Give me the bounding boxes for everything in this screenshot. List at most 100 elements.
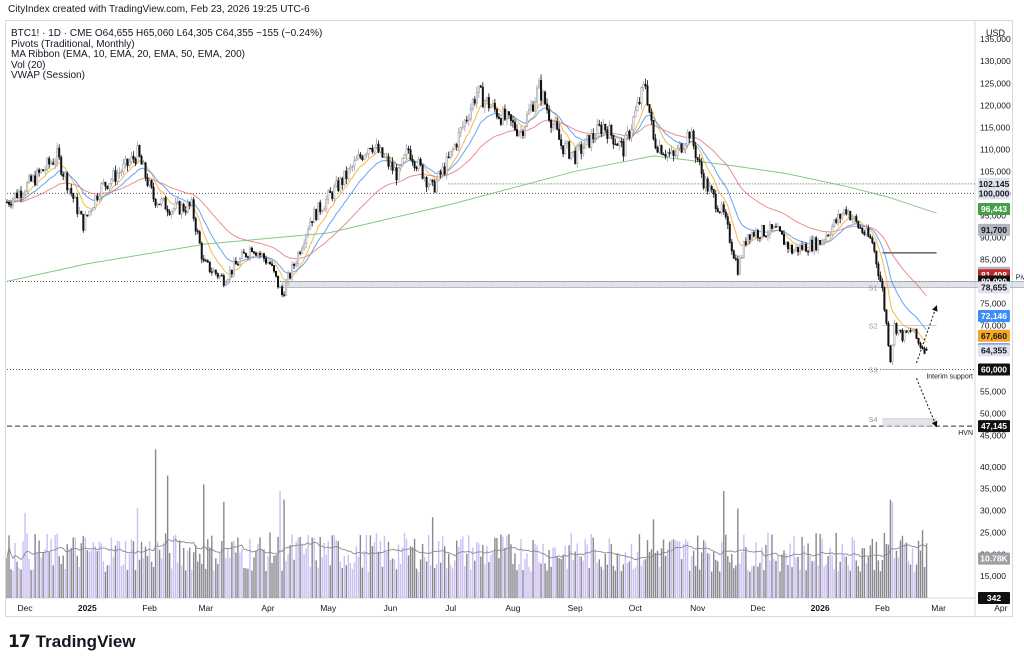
volume-bar: [191, 569, 193, 598]
candle: [297, 252, 300, 265]
volume-bar: [887, 544, 890, 598]
volume-bar: [164, 533, 167, 598]
volume-bar: [504, 547, 506, 598]
volume-bar: [558, 558, 560, 598]
candle: [536, 87, 539, 103]
volume-bar: [70, 548, 72, 598]
volume-bar: [520, 539, 522, 598]
volume-bar: [600, 566, 602, 598]
candle: [80, 211, 83, 215]
volume-bar: [817, 565, 819, 598]
candle: [264, 258, 268, 264]
candle: [405, 148, 408, 156]
candle: [493, 102, 496, 110]
legend-ma-ribbon[interactable]: MA Ribbon (EMA, 10, EMA, 20, EMA, 50, EM…: [11, 49, 245, 60]
legend-volume[interactable]: Vol (20): [11, 59, 46, 71]
volume-bar: [582, 560, 584, 598]
volume-bar: [80, 543, 82, 598]
volume-bar: [654, 552, 657, 598]
volume-bar: [492, 552, 494, 598]
candle: [544, 91, 547, 105]
volume-bar: [622, 564, 625, 598]
candle: [64, 172, 67, 177]
candle: [829, 234, 832, 236]
volume-bar: [670, 539, 673, 598]
candle: [778, 226, 781, 232]
candle: [144, 162, 147, 178]
volume-bar: [355, 546, 358, 598]
volume-bar: [652, 519, 655, 598]
candle: [295, 263, 298, 266]
volume-bar: [158, 549, 161, 598]
candle: [891, 344, 894, 363]
volume-bar: [610, 544, 613, 598]
candle: [787, 241, 790, 250]
candle: [220, 274, 223, 277]
candle: [138, 145, 141, 157]
candle: [465, 119, 468, 122]
legend-symbol-line[interactable]: BTC1! · 1D · CME O64,655 H65,060 L64,305…: [11, 28, 323, 39]
volume-bar: [86, 550, 89, 598]
candle: [451, 148, 454, 152]
candle: [258, 252, 261, 255]
candle: [397, 167, 400, 181]
volume-bar: [660, 548, 663, 598]
candle: [688, 131, 691, 139]
volume-bar: [909, 564, 912, 598]
series-line-ema200: [6, 155, 937, 282]
candle: [377, 143, 380, 153]
volume-bar: [160, 558, 163, 598]
candle: [887, 323, 890, 346]
candle: [156, 203, 159, 206]
candle: [367, 147, 370, 155]
volume-bar: [441, 536, 444, 598]
candle: [795, 246, 798, 251]
volume-bar: [68, 549, 70, 598]
volume-bar: [596, 562, 598, 598]
candle: [776, 226, 779, 228]
candle: [835, 219, 838, 223]
candle: [821, 240, 824, 245]
time-tick-label: Dec: [18, 603, 34, 613]
candle: [445, 156, 448, 175]
volume-bar: [694, 565, 697, 598]
volume-bar: [628, 561, 631, 598]
price-tick-label: 70,000: [980, 320, 1006, 330]
volume-bar: [363, 550, 366, 598]
candle: [441, 166, 444, 175]
volume-bar: [472, 547, 474, 598]
candle: [479, 85, 482, 88]
legend-vwap[interactable]: VWAP (Session): [11, 70, 85, 81]
volume-bar: [851, 537, 853, 598]
candle: [857, 221, 860, 228]
candle: [319, 202, 322, 212]
candle: [507, 111, 510, 115]
candle: [299, 252, 302, 254]
volume-bar: [696, 535, 699, 598]
volume-bar: [550, 566, 552, 598]
candle: [176, 201, 179, 203]
candle: [301, 247, 304, 254]
candle: [489, 106, 492, 109]
candle: [172, 208, 175, 212]
candle: [355, 158, 358, 161]
candle: [204, 260, 207, 262]
volume-bar: [891, 501, 894, 598]
price-tick-label: 120,000: [980, 100, 1011, 110]
legend-pivots[interactable]: Pivots (Traditional, Monthly): [11, 38, 135, 50]
candle: [837, 214, 840, 223]
candle: [626, 130, 629, 136]
volume-bar: [544, 563, 546, 598]
volume-bar: [56, 533, 58, 598]
volume-bar: [536, 545, 538, 598]
volume-bar: [717, 561, 719, 598]
volume-bar: [271, 563, 273, 598]
candle: [152, 186, 155, 200]
price-badge-bg: [978, 344, 1010, 357]
volume-bar: [433, 568, 436, 598]
volume-bar: [40, 557, 42, 598]
volume-bar: [723, 490, 725, 598]
volume-bar: [668, 541, 671, 598]
candle: [698, 159, 701, 163]
